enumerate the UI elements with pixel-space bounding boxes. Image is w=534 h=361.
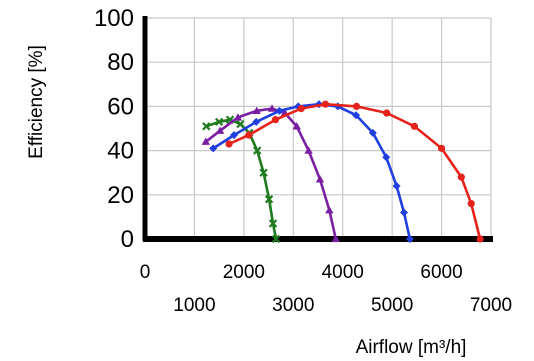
data-point [214,117,224,127]
x-tick-label: 7000 [470,295,512,316]
y-axis-label: Efficiency [%] [26,45,47,159]
data-point [292,122,301,130]
x-tick-label: 6000 [420,262,462,283]
data-point [467,200,475,208]
y-tick-label: 20 [107,182,134,209]
data-point [225,140,233,148]
data-point [476,235,484,243]
data-point [368,128,377,137]
data-point [400,208,409,217]
data-point [271,234,281,244]
data-point [315,175,325,183]
x-tick-label: 2000 [223,262,265,283]
data-point [229,131,238,140]
series-line [205,107,338,240]
data-point [352,102,361,110]
grid [145,17,492,239]
y-tick-label: 80 [107,49,134,76]
data-point [331,234,340,243]
data-point [405,235,414,243]
data-point [268,219,278,228]
data-point [304,146,313,154]
data-point [201,137,210,145]
x-tick-label: 0 [140,262,151,283]
data-point [275,106,284,115]
series-line [228,102,482,240]
data-point [236,119,245,129]
y-tick-label: 60 [107,93,134,120]
data-point [252,106,261,114]
data-point [352,111,361,120]
data-point [325,206,334,214]
data-point [259,168,268,177]
data-point [383,109,391,117]
axes [142,16,493,242]
data-point [392,181,401,190]
data-point [209,144,218,153]
series-circle [225,100,484,243]
data-point [245,131,253,139]
data-point [321,100,330,108]
data-point [233,113,243,121]
data-point [437,144,446,152]
y-tick-label: 0 [121,226,134,253]
x-axis-label: Airflow [m³/h] [356,337,467,358]
series-line [212,102,412,240]
data-point [271,116,280,124]
data-point [253,146,262,155]
data-point [202,122,211,131]
data-point [252,117,261,126]
data-point [410,122,418,130]
data-point [297,105,305,113]
x-tick-label: 3000 [272,295,314,316]
data-point [457,173,465,181]
series-group [201,100,484,244]
data-point [215,126,225,134]
data-point [264,195,274,204]
data-point [267,104,277,112]
x-tick-label: 1000 [173,295,215,316]
series-diamond [209,100,414,243]
x-tick-label: 4000 [322,262,364,283]
series-triangle [201,104,340,243]
y-tick-label: 100 [94,5,134,32]
y-tick-label: 40 [107,138,134,165]
series-line [205,118,278,240]
x-tick-label: 5000 [371,295,413,316]
data-point [382,153,391,162]
